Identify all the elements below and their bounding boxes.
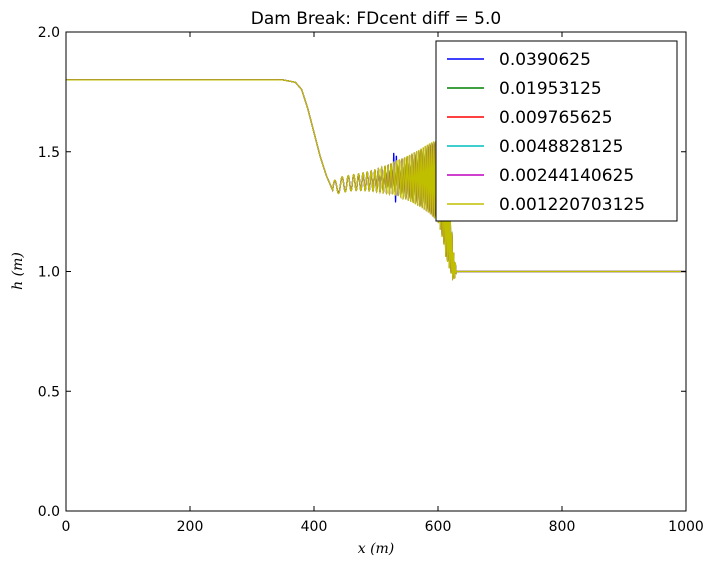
axis-ticks: 0 200 400 600 800 1000 0.0 0.5 1.0 1.5 2.0: [38, 25, 704, 535]
x-tick-label: 400: [301, 519, 328, 535]
x-tick-label: 600: [425, 519, 452, 535]
x-axis-label: x (m): [358, 541, 395, 557]
y-axis-label: h (m): [10, 252, 26, 290]
legend-box: [435, 40, 678, 222]
legend-label: 0.001220703125: [499, 195, 645, 215]
y-tick-label: 2.0: [38, 25, 60, 41]
legend-label: 0.01953125: [499, 79, 602, 99]
y-tick-label: 0.5: [38, 384, 60, 400]
x-tick-label: 1000: [668, 519, 704, 535]
chart-title: Dam Break: FDcent diff = 5.0: [251, 9, 501, 29]
x-tick-label: 800: [549, 519, 576, 535]
y-tick-label: 1.0: [38, 265, 60, 281]
legend-label: 0.009765625: [499, 108, 613, 128]
series-line-6: [66, 79, 686, 282]
legend-label: 0.0390625: [499, 50, 591, 70]
legend-label: 0.00244140625: [499, 166, 634, 186]
x-tick-label: 0: [62, 519, 71, 535]
y-tick-label: 0.0: [38, 504, 60, 520]
x-tick-label: 200: [177, 519, 204, 535]
y-tick-label: 1.5: [38, 145, 60, 161]
plot-lines: [66, 79, 686, 282]
legend: 0.0390625 0.01953125 0.009765625 0.00488281…: [435, 40, 678, 222]
legend-label: 0.0048828125: [499, 137, 623, 157]
